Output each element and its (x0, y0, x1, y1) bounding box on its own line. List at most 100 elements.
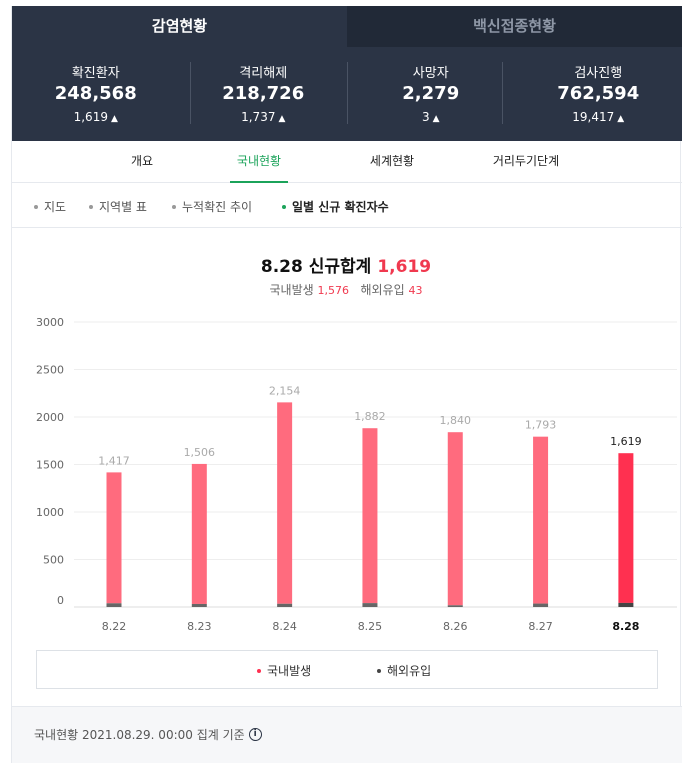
legend-label: 국내발생 (267, 664, 312, 678)
stat-label: 격리해제 (239, 66, 288, 81)
tab-domestic[interactable]: 국내현황 (230, 141, 288, 183)
tab-infection-status[interactable]: 감염현황 (12, 6, 347, 47)
tab-world[interactable]: 세계현황 (369, 154, 415, 168)
y-tick-label: 0 (57, 594, 64, 607)
x-tick-label: 8.25 (358, 620, 383, 633)
delta-value: 1,619 (73, 110, 108, 124)
bar-value-label: 1,793 (525, 419, 557, 432)
domestic-label: 국내발생 (269, 283, 314, 297)
stat-deaths: 사망자 2,279 3 ▲ (347, 47, 515, 141)
bar-domestic (618, 453, 634, 603)
view-region-table[interactable]: 지역별 표 (89, 198, 147, 215)
stat-delta: 1,737 ▲ (180, 110, 348, 124)
bullet-icon (34, 204, 38, 209)
arrow-up-icon: ▲ (617, 114, 625, 124)
stat-testing: 검사진행 762,594 19,417 ▲ (515, 47, 683, 141)
bar-overseas (191, 603, 207, 607)
bar-domestic (277, 402, 293, 604)
arrow-up-icon: ▲ (432, 114, 440, 124)
divider (190, 62, 191, 124)
stat-confirmed: 확진환자 248,568 1,619 ▲ (12, 47, 180, 141)
stat-delta: 3 ▲ (347, 110, 515, 124)
legend-dot-icon (257, 668, 261, 673)
x-tick-label: 8.27 (528, 620, 553, 633)
bullet-icon (282, 204, 286, 209)
arrow-up-icon: ▲ (278, 114, 286, 124)
tab-vaccination-status[interactable]: 백신접종현황 (347, 6, 682, 47)
domestic-value: 1,576 (317, 284, 350, 297)
section-nav: 개요 국내현황 세계현황 거리두기단계 (12, 141, 682, 183)
delta-value: 3 (421, 110, 430, 124)
view-map[interactable]: 지도 (34, 198, 66, 215)
view-daily-new-cases[interactable]: 일별 신규 확진자수 (282, 198, 389, 215)
info-icon[interactable]: i (248, 728, 262, 741)
tab-overview[interactable]: 개요 (130, 154, 154, 168)
daily-total-headline: 8.28 신규합계 1,619 (12, 252, 680, 277)
delta-value: 19,417 (572, 110, 615, 124)
daily-cases-bar-chart: 0 500 1000 1500 2000 2500 3000 1,417 8.22 1,506 8.… (36, 316, 677, 633)
bar-overseas (618, 602, 634, 607)
bullet-icon (172, 204, 176, 209)
bar-domestic (533, 436, 549, 604)
bar-domestic (362, 428, 378, 604)
view-nav: 지도 지역별 표 누적확진 추이 일별 신규 확진자수 (12, 183, 682, 228)
x-tick-label: 8.28 (612, 620, 639, 633)
footer: 국내현황 2021.08.29. 00:00 집계 기준 i (12, 706, 682, 763)
y-tick-label: 2500 (36, 364, 64, 377)
x-tick-label: 8.24 (272, 620, 297, 633)
footer-note: 국내현황 2021.08.29. 00:00 집계 기준 i (34, 726, 262, 743)
y-tick-label: 1000 (36, 506, 64, 519)
stat-label: 검사진행 (574, 66, 623, 81)
bar-value-label: 1,417 (98, 454, 130, 467)
bullet-icon (89, 204, 93, 209)
bar-value-label: 1,840 (440, 414, 472, 427)
bar-value-label: 1,882 (354, 410, 386, 423)
view-cumulative-trend[interactable]: 누적확진 추이 (172, 198, 252, 215)
stat-value: 2,279 (402, 83, 460, 104)
arrow-up-icon: ▲ (110, 114, 118, 124)
footer-text: 국내현황 2021.08.29. 00:00 집계 기준 (34, 728, 245, 742)
view-label: 지도 (44, 200, 67, 214)
divider (502, 62, 503, 124)
legend-item-domestic[interactable]: 국내발생 (257, 662, 311, 679)
legend-item-overseas[interactable]: 해외유입 (377, 662, 431, 679)
y-tick-label: 3000 (36, 316, 64, 329)
view-label: 일별 신규 확진자수 (292, 200, 389, 214)
overseas-value: 43 (408, 284, 423, 297)
bar-overseas (106, 603, 122, 607)
bar-overseas (277, 603, 293, 607)
y-tick-label: 2000 (36, 411, 64, 424)
legend-label: 해외유입 (387, 664, 432, 678)
stat-released: 격리해제 218,726 1,737 ▲ (180, 47, 348, 141)
x-tick-label: 8.23 (187, 620, 212, 633)
bar-overseas (447, 605, 463, 607)
bar-domestic (447, 432, 463, 606)
stat-label: 확진환자 (71, 66, 120, 81)
y-tick-label: 500 (43, 554, 64, 567)
bar-domestic (191, 463, 207, 604)
stat-value: 218,726 (222, 83, 305, 104)
headline-total: 1,619 (377, 257, 432, 277)
headline-label: 8.28 신규합계 (260, 257, 372, 277)
tab-distancing-level[interactable]: 거리두기단계 (492, 154, 560, 168)
daily-breakdown: 국내발생 1,576 해외유입 43 (12, 281, 680, 298)
x-tick-label: 8.26 (443, 620, 468, 633)
stat-label: 사망자 (412, 66, 449, 81)
bar-value-label: 1,619 (610, 435, 642, 448)
stat-delta: 1,619 ▲ (12, 110, 180, 124)
bar-domestic (106, 472, 122, 604)
covid-status-widget: 감염현황 백신접종현황 확진환자 248,568 1,619 ▲ 격리해제 218… (11, 6, 683, 763)
overseas-label: 해외유입 (360, 283, 405, 297)
y-tick-label: 1500 (36, 459, 64, 472)
view-label: 누적확진 추이 (182, 200, 253, 214)
legend-dot-icon (377, 668, 381, 673)
view-label: 지역별 표 (99, 200, 147, 214)
bar-value-label: 1,506 (184, 446, 216, 459)
stat-value: 762,594 (557, 83, 640, 104)
stat-value: 248,568 (54, 83, 137, 104)
stat-delta: 19,417 ▲ (515, 110, 683, 124)
bar-value-label: 2,154 (269, 384, 301, 397)
x-tick-label: 8.22 (102, 620, 127, 633)
delta-value: 1,737 (241, 110, 276, 124)
bar-overseas (533, 603, 549, 607)
